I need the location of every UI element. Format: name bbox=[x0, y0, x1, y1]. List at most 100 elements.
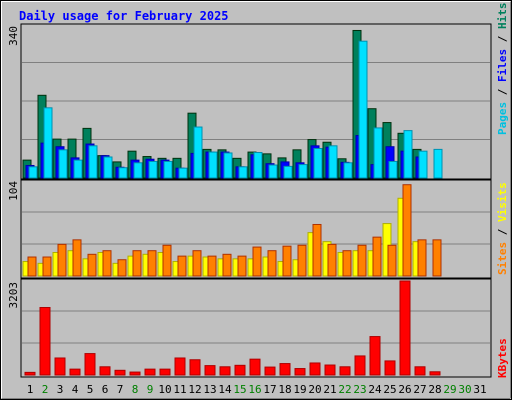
pages-bar bbox=[298, 164, 308, 179]
day-label: 4 bbox=[72, 383, 79, 396]
day-label: 13 bbox=[203, 383, 216, 396]
day-tick-labels: 1 2 3 4 5 6 7 8 9 10 11 12 13 14 15 16 17 18 19 20 21 22 23 24 2… bbox=[27, 383, 487, 396]
pages-bar bbox=[268, 164, 278, 179]
pages-bar bbox=[223, 152, 233, 179]
kbytes-bar bbox=[39, 307, 51, 376]
day-label: 10 bbox=[158, 383, 171, 396]
kbytes-bar bbox=[189, 359, 201, 376]
pages-bar bbox=[388, 160, 398, 179]
pages-bar bbox=[103, 156, 113, 179]
day-label: 17 bbox=[263, 383, 276, 396]
day-label: 27 bbox=[413, 383, 426, 396]
kbytes-bar bbox=[429, 371, 441, 376]
axis-label-separator: / bbox=[496, 222, 509, 242]
axis-label-separator: / bbox=[496, 82, 509, 102]
visits-bar bbox=[402, 184, 412, 277]
visits-bar bbox=[297, 244, 307, 277]
day-label: 14 bbox=[218, 383, 232, 396]
day-label: 22 bbox=[338, 383, 351, 396]
kbytes-bar bbox=[369, 336, 381, 376]
visits-bar bbox=[312, 223, 322, 277]
pages-bar bbox=[28, 166, 38, 179]
visits-bar bbox=[117, 259, 127, 277]
pages-bar bbox=[343, 162, 353, 179]
day-label: 2 bbox=[42, 383, 49, 396]
pages-bar bbox=[253, 152, 263, 179]
kbytes-bar bbox=[144, 368, 156, 376]
visits-bar bbox=[72, 239, 82, 277]
chart-title: Daily usage for February 2025 bbox=[19, 9, 229, 23]
pages-bar bbox=[88, 145, 98, 179]
kbytes-bar bbox=[384, 360, 396, 376]
day-label: 15 bbox=[233, 383, 246, 396]
kbytes-bar bbox=[264, 366, 276, 376]
kbytes-bar bbox=[159, 368, 171, 376]
day-label: 25 bbox=[383, 383, 396, 396]
day-label: 29 bbox=[443, 383, 456, 396]
pages-bar bbox=[283, 165, 293, 179]
visits-bar bbox=[192, 250, 202, 277]
kbytes-bar bbox=[399, 280, 411, 376]
kbytes-bar bbox=[249, 358, 261, 376]
kbytes-bar bbox=[99, 366, 111, 376]
visits-bar bbox=[342, 250, 352, 277]
pages-bar bbox=[238, 166, 248, 179]
files-legend-label: Files bbox=[496, 49, 509, 82]
day-label: 19 bbox=[293, 383, 306, 396]
hits-legend-label: Hits bbox=[496, 3, 509, 30]
visits-bar bbox=[327, 243, 337, 277]
day-label: 31 bbox=[473, 383, 486, 396]
day-label: 28 bbox=[428, 383, 441, 396]
day-label: 11 bbox=[173, 383, 186, 396]
visits-bar bbox=[267, 250, 277, 277]
day-label: 8 bbox=[132, 383, 139, 396]
kbytes-bar bbox=[69, 368, 81, 376]
pages-bar bbox=[358, 40, 368, 179]
kbytes-bar bbox=[54, 357, 66, 376]
day-label: 18 bbox=[278, 383, 291, 396]
bar-marks bbox=[22, 29, 443, 376]
day-label: 24 bbox=[368, 383, 382, 396]
visits-bar bbox=[417, 239, 427, 277]
kbytes-bar bbox=[129, 371, 141, 376]
pages-bar bbox=[163, 160, 173, 179]
day-label: 3 bbox=[57, 383, 64, 396]
visits-bar bbox=[27, 256, 37, 277]
visits-bar bbox=[237, 255, 247, 277]
kbytes-bar bbox=[204, 365, 216, 376]
pages-bar bbox=[418, 150, 428, 179]
pages-bar bbox=[433, 148, 443, 179]
visits-bar bbox=[162, 244, 172, 277]
kbytes-bar bbox=[234, 364, 246, 376]
day-label: 16 bbox=[248, 383, 261, 396]
visits-bar bbox=[102, 250, 112, 277]
pages-bar bbox=[58, 149, 68, 179]
day-label: 5 bbox=[87, 383, 94, 396]
visits-bar bbox=[357, 244, 367, 277]
kbytes-bar bbox=[279, 363, 291, 376]
pages-bar bbox=[118, 167, 128, 179]
visits-bar bbox=[87, 253, 97, 277]
visits-bar bbox=[42, 256, 52, 277]
visits-bar bbox=[207, 255, 217, 277]
kbytes-bar bbox=[114, 369, 126, 376]
pages-bar bbox=[73, 159, 83, 179]
gridlines bbox=[22, 62, 490, 344]
pages-legend-label: Pages bbox=[496, 102, 509, 135]
day-label: 30 bbox=[458, 383, 471, 396]
pages-bar bbox=[313, 147, 323, 179]
hits-panel-axis-label: Pages / Files / Hits bbox=[496, 3, 509, 136]
pages-bar bbox=[328, 145, 338, 179]
day-label: 23 bbox=[353, 383, 366, 396]
pages-bar bbox=[148, 160, 158, 179]
visits-bar bbox=[252, 246, 262, 277]
visits-legend-label: Visits bbox=[496, 182, 509, 222]
kbytes-bar bbox=[354, 355, 366, 376]
kbytes-bar bbox=[339, 366, 351, 376]
visits-panel-axis-label: Sites / Visits bbox=[496, 182, 509, 275]
kbytes-bar bbox=[414, 366, 426, 376]
day-label: 9 bbox=[147, 383, 154, 396]
hits-panel-max-label: 340 bbox=[7, 26, 20, 46]
day-label: 20 bbox=[308, 383, 321, 396]
visits-bar bbox=[282, 245, 292, 277]
